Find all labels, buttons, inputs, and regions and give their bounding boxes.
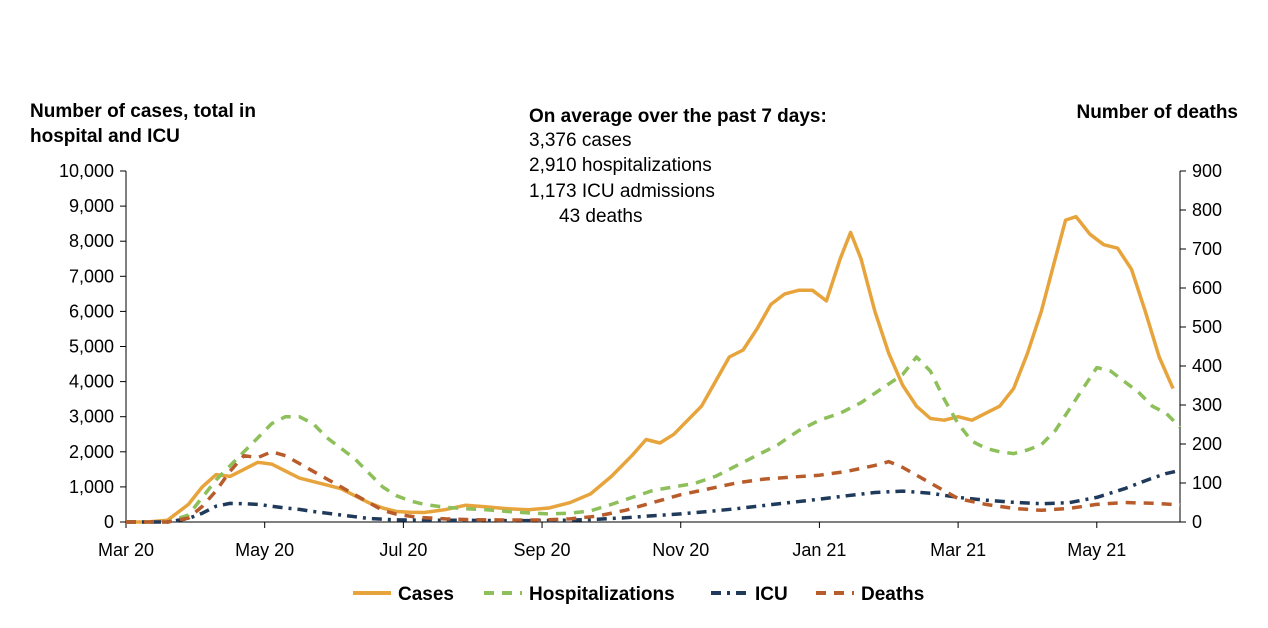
left-tick-label: 6,000 — [69, 301, 114, 321]
left-tick-label: 2,000 — [69, 442, 114, 462]
x-tick-label: Jul 20 — [379, 540, 427, 560]
summary-hospitalizations: 2,910 hospitalizations — [529, 155, 712, 176]
summary-heading: On average over the past 7 days: — [529, 106, 827, 127]
right-tick-label: 800 — [1192, 200, 1222, 220]
right-tick-label: 500 — [1192, 317, 1222, 337]
left-axis-ticks: 0 1,000 2,000 3,000 4,000 5,000 6,000 7,000 8,00… — [59, 161, 126, 532]
series-hospitalizations-line — [126, 355, 1182, 524]
right-tick-label: 900 — [1192, 161, 1222, 181]
series-cases-line — [126, 214, 1175, 524]
right-tick-label: 100 — [1192, 473, 1222, 493]
right-tick-label: 0 — [1192, 512, 1202, 532]
x-tick-label: Nov 20 — [652, 540, 709, 560]
left-tick-label: 9,000 — [69, 196, 114, 216]
left-tick-label: 5,000 — [69, 337, 114, 357]
x-axis-ticks: Mar 20 May 20 Jul 20 Sep 20 Nov 20 Jan 21 Mar … — [98, 522, 1126, 560]
x-tick-label: Jan 21 — [792, 540, 846, 560]
legend-label-cases: Cases — [398, 584, 454, 605]
right-tick-label: 600 — [1192, 278, 1222, 298]
left-tick-label: 4,000 — [69, 372, 114, 392]
x-tick-label: Mar 20 — [98, 540, 154, 560]
x-tick-label: Sep 20 — [514, 540, 571, 560]
legend-label-deaths: Deaths — [861, 584, 924, 605]
right-tick-label: 200 — [1192, 434, 1222, 454]
right-tick-label: 400 — [1192, 356, 1222, 376]
summary-cases: 3,376 cases — [529, 130, 631, 151]
series-icu-line — [126, 468, 1181, 524]
series-layer — [126, 214, 1182, 524]
left-tick-label: 7,000 — [69, 266, 114, 286]
left-tick-label: 3,000 — [69, 407, 114, 427]
right-axis-title: Number of deaths — [1076, 102, 1238, 123]
summary-deaths: 43 deaths — [559, 206, 642, 227]
legend-label-hospitalizations: Hospitalizations — [529, 584, 675, 605]
right-axis-ticks: 0 100 200 300 400 500 600 700 800 900 — [1180, 161, 1222, 532]
left-tick-label: 0 — [104, 512, 114, 532]
x-tick-label: Mar 21 — [930, 540, 986, 560]
left-axis-title-line1: Number of cases, total in — [30, 101, 256, 122]
left-axis-title-line2: hospital and ICU — [30, 126, 180, 147]
series-deaths-line — [126, 450, 1181, 524]
right-tick-label: 700 — [1192, 239, 1222, 259]
right-tick-label: 300 — [1192, 395, 1222, 415]
left-tick-label: 8,000 — [69, 231, 114, 251]
legend-label-icu: ICU — [755, 584, 788, 605]
left-tick-label: 10,000 — [59, 161, 114, 181]
legend: Cases Hospitalizations ICU Deaths — [353, 584, 924, 605]
summary-icu: 1,173 ICU admissions — [529, 181, 715, 202]
x-tick-label: May 21 — [1067, 540, 1126, 560]
left-tick-label: 1,000 — [69, 477, 114, 497]
x-tick-label: May 20 — [235, 540, 294, 560]
